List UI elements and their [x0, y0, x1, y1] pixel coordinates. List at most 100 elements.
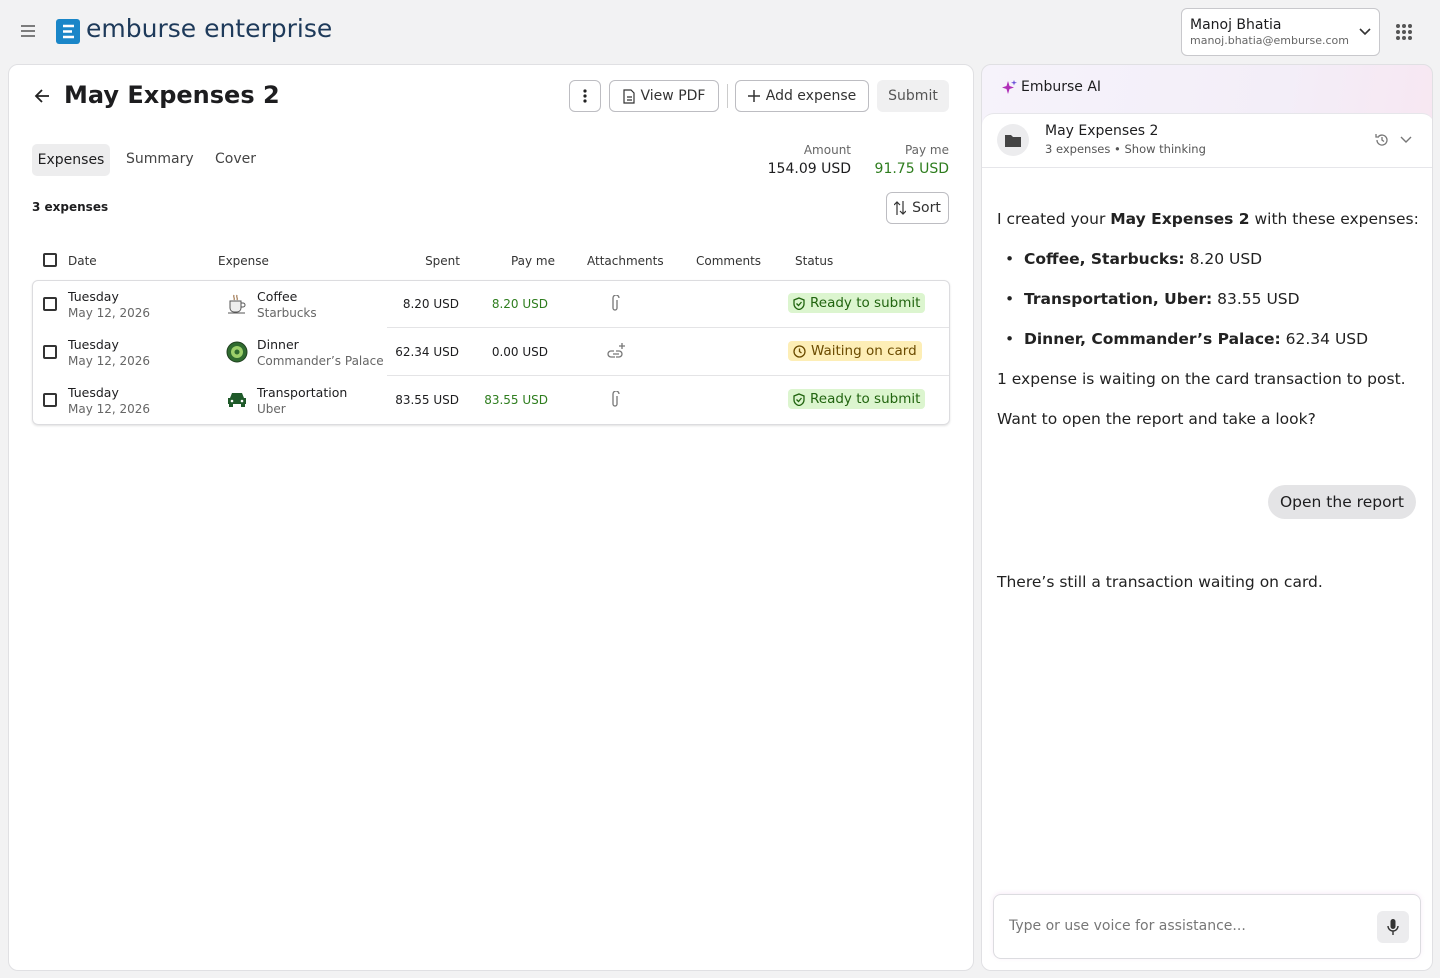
- expense-row[interactable]: Tuesday May 12, 2026 Coffee Starbucks 8.…: [0, 280, 960, 328]
- apps-button[interactable]: [1396, 24, 1412, 40]
- more-button[interactable]: [569, 80, 601, 112]
- kebab-icon: [583, 89, 587, 103]
- status-badge: Ready to submit: [788, 293, 926, 313]
- show-thinking-link[interactable]: Show thinking: [1124, 142, 1206, 156]
- row-divider: [387, 327, 949, 328]
- user-menu[interactable]: Manoj Bhatia manoj.bhatia@emburse.com: [1181, 8, 1380, 56]
- menu-button[interactable]: [20, 24, 36, 38]
- status: Ready to submit: [810, 295, 921, 311]
- thread-count: 3 expenses: [1045, 142, 1111, 156]
- divider: [982, 167, 1432, 168]
- user-name: Manoj Bhatia: [1190, 17, 1282, 33]
- sort-icon: [894, 201, 907, 215]
- item-value: 83.55 USD: [1217, 290, 1300, 308]
- chevron: [1359, 28, 1371, 36]
- item-label: Coffee, Starbucks:: [1024, 250, 1185, 268]
- chat-input[interactable]: Type or use voice for assistance...: [993, 894, 1421, 959]
- folder-icon: [997, 124, 1029, 156]
- column-header: Expense: [218, 254, 269, 268]
- item-label: Transportation, Uber:: [1024, 290, 1213, 308]
- view-pdf-button[interactable]: View PDF: [609, 80, 719, 112]
- divider: [727, 84, 728, 108]
- select-all-checkbox[interactable]: [43, 253, 57, 267]
- spent: 62.34 USD: [395, 345, 459, 359]
- thread-title: May Expenses 2: [1045, 123, 1159, 139]
- user-email: manoj.bhatia@emburse.com: [1190, 34, 1349, 47]
- expense-row[interactable]: Tuesday May 12, 2026 Transportation Uber…: [0, 376, 960, 424]
- tab-label: Expenses: [37, 152, 105, 168]
- status: Waiting on card: [811, 343, 917, 359]
- attachment-icon[interactable]: [610, 295, 620, 313]
- merchant: Starbucks: [257, 306, 317, 320]
- expense-row[interactable]: Tuesday May 12, 2026 Dinner Commander’s …: [0, 328, 960, 376]
- date: May 12, 2026: [68, 354, 151, 368]
- row-checkbox[interactable]: [43, 345, 57, 359]
- dinner-icon: [226, 341, 248, 363]
- history-button[interactable]: [1374, 132, 1390, 148]
- column-header: Pay me: [510, 254, 555, 268]
- text: I created your: [997, 210, 1111, 228]
- merchant: Uber: [257, 402, 286, 416]
- folder-glyph: [1005, 134, 1021, 147]
- expense-name: Transportation: [257, 385, 348, 400]
- expense-count: 3 expenses: [32, 200, 109, 214]
- column-header: Status: [795, 254, 834, 268]
- plus-icon: [747, 90, 760, 102]
- row-checkbox[interactable]: [43, 393, 57, 407]
- user-message: Open the report: [1267, 485, 1416, 519]
- add-expense-button[interactable]: Add expense: [735, 80, 869, 112]
- report-panel: [8, 64, 974, 971]
- row-divider: [387, 375, 949, 376]
- assistant-body: [982, 113, 1432, 970]
- assistant-question: Want to open the report and take a look?: [997, 410, 1316, 428]
- shield-icon: [793, 296, 805, 310]
- item-value: 8.20 USD: [1189, 250, 1263, 268]
- text: with these expenses:: [1249, 210, 1419, 228]
- sparkle-icon: [1002, 80, 1017, 94]
- status-badge: Ready to submit: [788, 389, 926, 409]
- pay-me: 8.20 USD: [491, 297, 548, 311]
- button-label: Add expense: [765, 88, 857, 104]
- voice-button[interactable]: [1377, 911, 1409, 943]
- mic-icon: [1387, 919, 1399, 935]
- merchant: Commander’s Palace: [257, 354, 384, 368]
- assistant-name: Emburse AI: [1021, 79, 1102, 95]
- spent: 83.55 USD: [395, 393, 459, 407]
- collapse-button[interactable]: [1400, 136, 1412, 144]
- thread-meta: 3 expenses • Show thinking: [1045, 142, 1206, 156]
- date: May 12, 2026: [68, 306, 151, 320]
- button-label: Submit: [888, 88, 938, 104]
- back-button[interactable]: [34, 88, 50, 104]
- submit-button[interactable]: Submit: [877, 80, 949, 112]
- pay-me: 83.55 USD: [484, 393, 548, 407]
- shield-icon: [793, 392, 805, 406]
- day: Tuesday: [68, 385, 119, 400]
- expense-item: • Coffee, Starbucks: 8.20 USD: [1005, 250, 1263, 268]
- assistant-message: I created your May Expenses 2 with these…: [997, 210, 1419, 228]
- table-body: [32, 280, 950, 425]
- status-badge: Waiting on card: [788, 341, 922, 361]
- date: May 12, 2026: [68, 402, 151, 416]
- link-receipt-icon[interactable]: [607, 342, 627, 360]
- expense-name: Coffee: [257, 289, 298, 304]
- report-title: May Expenses 2: [64, 81, 280, 109]
- item-value: 62.34 USD: [1285, 330, 1369, 348]
- expense-item: • Transportation, Uber: 83.55 USD: [1005, 290, 1300, 308]
- pay-me: 0.00 USD: [491, 345, 548, 359]
- pay-me: 91.75 USD: [874, 161, 949, 177]
- day: Tuesday: [68, 289, 119, 304]
- expense-item: • Dinner, Commander’s Palace: 62.34 USD: [1005, 330, 1369, 348]
- row-checkbox[interactable]: [43, 297, 57, 311]
- tab-active[interactable]: Expenses: [32, 144, 110, 176]
- tab[interactable]: Cover: [215, 151, 256, 167]
- brand: emburse enterprise: [86, 14, 333, 43]
- button-label: View PDF: [640, 88, 706, 104]
- attachment-icon[interactable]: [610, 391, 620, 409]
- assistant-reply: There’s still a transaction waiting on c…: [997, 573, 1323, 591]
- car-icon: [228, 393, 246, 407]
- tab[interactable]: Summary: [126, 151, 194, 167]
- sort-button[interactable]: Sort: [886, 192, 949, 224]
- column-header: Attachments: [587, 254, 664, 268]
- report-name: May Expenses 2: [1110, 210, 1250, 228]
